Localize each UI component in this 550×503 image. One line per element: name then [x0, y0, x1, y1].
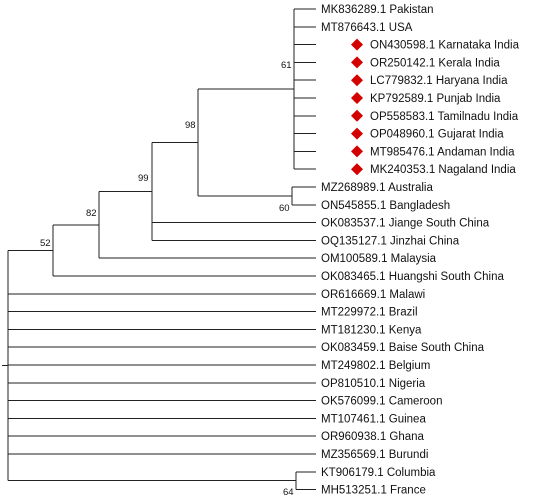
highlight-diamond-icon	[351, 163, 363, 176]
highlight-diamond-icon	[351, 109, 363, 122]
highlight-diamond-icon	[351, 38, 363, 51]
highlight-diamond-icon	[351, 127, 363, 140]
leaf-label: OK576099.1 Cameroon	[321, 396, 442, 408]
leaf-label: MT229972.1 Brazil	[321, 307, 418, 319]
leaf-label: MT107461.1 Guinea	[321, 413, 426, 425]
highlight-markers	[351, 38, 363, 176]
bootstrap-value: 99	[138, 173, 149, 184]
bootstrap-values: 61 60 98 99 82 52 64	[40, 60, 294, 498]
leaf-label: OP048960.1 Gujarat India	[370, 129, 504, 141]
leaf-label: MT249802.1 Belgium	[321, 360, 430, 372]
leaf-label: ON545855.1 Bangladesh	[321, 200, 450, 212]
leaf-label: OR616669.1 Malawi	[321, 289, 425, 301]
leaf-label: LC779832.1 Haryana India	[370, 75, 508, 87]
bootstrap-value: 82	[86, 208, 97, 219]
highlight-diamond-icon	[351, 56, 363, 69]
leaf-label: OR250142.1 Kerala India	[370, 57, 500, 69]
leaf-label: ON430598.1 Karnataka India	[370, 40, 520, 52]
leaf-label: MT181230.1 Kenya	[321, 324, 422, 336]
leaf-label: KT906179.1 Columbia	[321, 467, 436, 479]
leaf-label: MH513251.1 France	[321, 485, 426, 497]
leaf-label: MZ268989.1 Australia	[321, 182, 433, 194]
leaf-label: OP558583.1 Tamilnadu India	[370, 111, 519, 123]
bootstrap-value: 52	[40, 238, 51, 249]
leaf-label: MT985476.1 Andaman India	[370, 146, 515, 158]
leaf-label: OK083459.1 Baise South China	[321, 342, 485, 354]
leaf-label: MT876643.1 USA	[321, 22, 413, 34]
leaf-label: OM100589.1 Malaysia	[321, 253, 437, 265]
leaf-label: MK240353.1 Nagaland India	[370, 164, 516, 176]
leaf-label: MZ356569.1 Burundi	[321, 449, 428, 461]
bootstrap-value: 60	[279, 203, 290, 214]
bootstrap-value: 64	[283, 487, 294, 498]
highlight-diamond-icon	[351, 145, 363, 158]
leaf-label: OK083537.1 Jiange South China	[321, 218, 490, 230]
leaf-label: OP810510.1 Nigeria	[321, 378, 426, 390]
leaf-label: MK836289.1 Pakistan	[321, 4, 434, 16]
leaf-labels: MK836289.1 Pakistan MT876643.1 USA ON43059…	[321, 4, 520, 497]
tree-branches	[2, 8, 316, 491]
highlight-diamond-icon	[351, 74, 363, 87]
leaf-label: OQ135127.1 Jinzhai China	[321, 235, 460, 247]
leaf-label: OR960938.1 Ghana	[321, 431, 425, 443]
bootstrap-value: 98	[185, 120, 196, 131]
leaf-label: KP792589.1 Punjab India	[370, 93, 501, 105]
highlight-diamond-icon	[351, 92, 363, 104]
leaf-label: OK083465.1 Huangshi South China	[321, 271, 504, 283]
bootstrap-value: 61	[281, 60, 292, 71]
